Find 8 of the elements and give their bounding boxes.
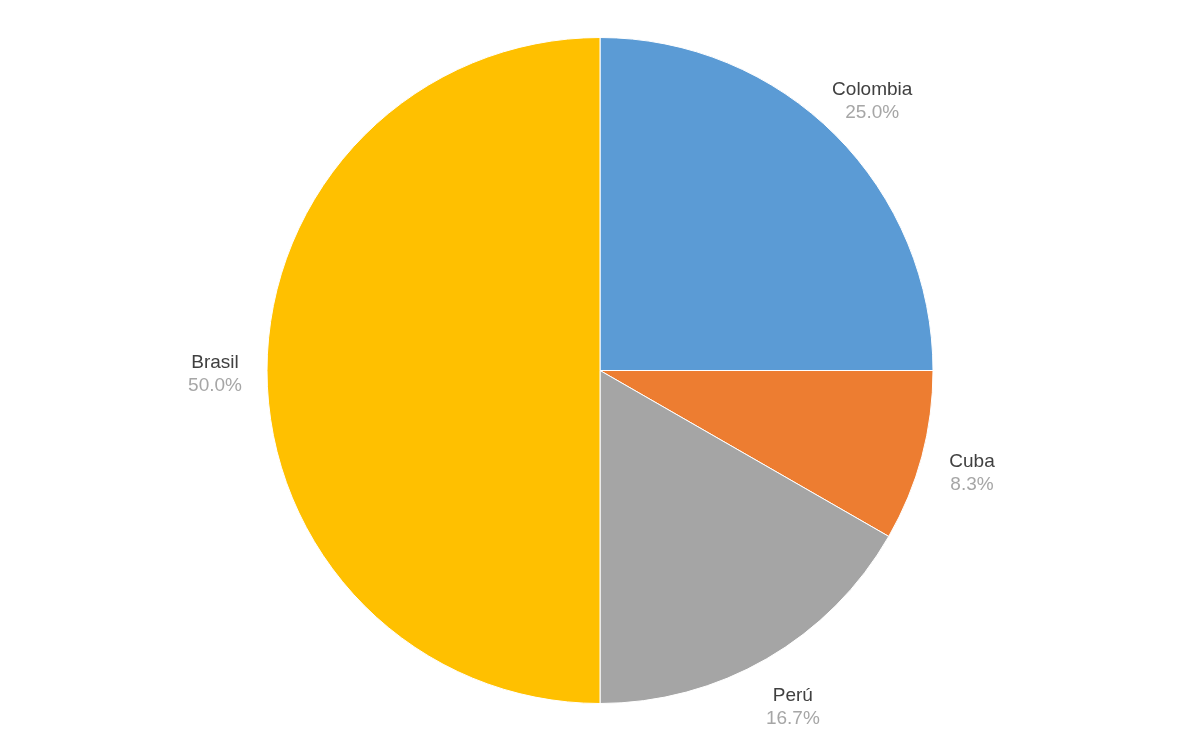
slice-label: Perú	[772, 683, 813, 705]
data-label: 16.7%	[765, 706, 820, 728]
data-label: 50.0%	[188, 373, 243, 395]
data-label: 25.0%	[845, 101, 900, 123]
slice-label: Brasil	[191, 350, 239, 372]
slice-label: Cuba	[949, 449, 996, 471]
data-label: 8.3%	[950, 472, 994, 494]
slice-label: Colombia	[832, 78, 913, 100]
